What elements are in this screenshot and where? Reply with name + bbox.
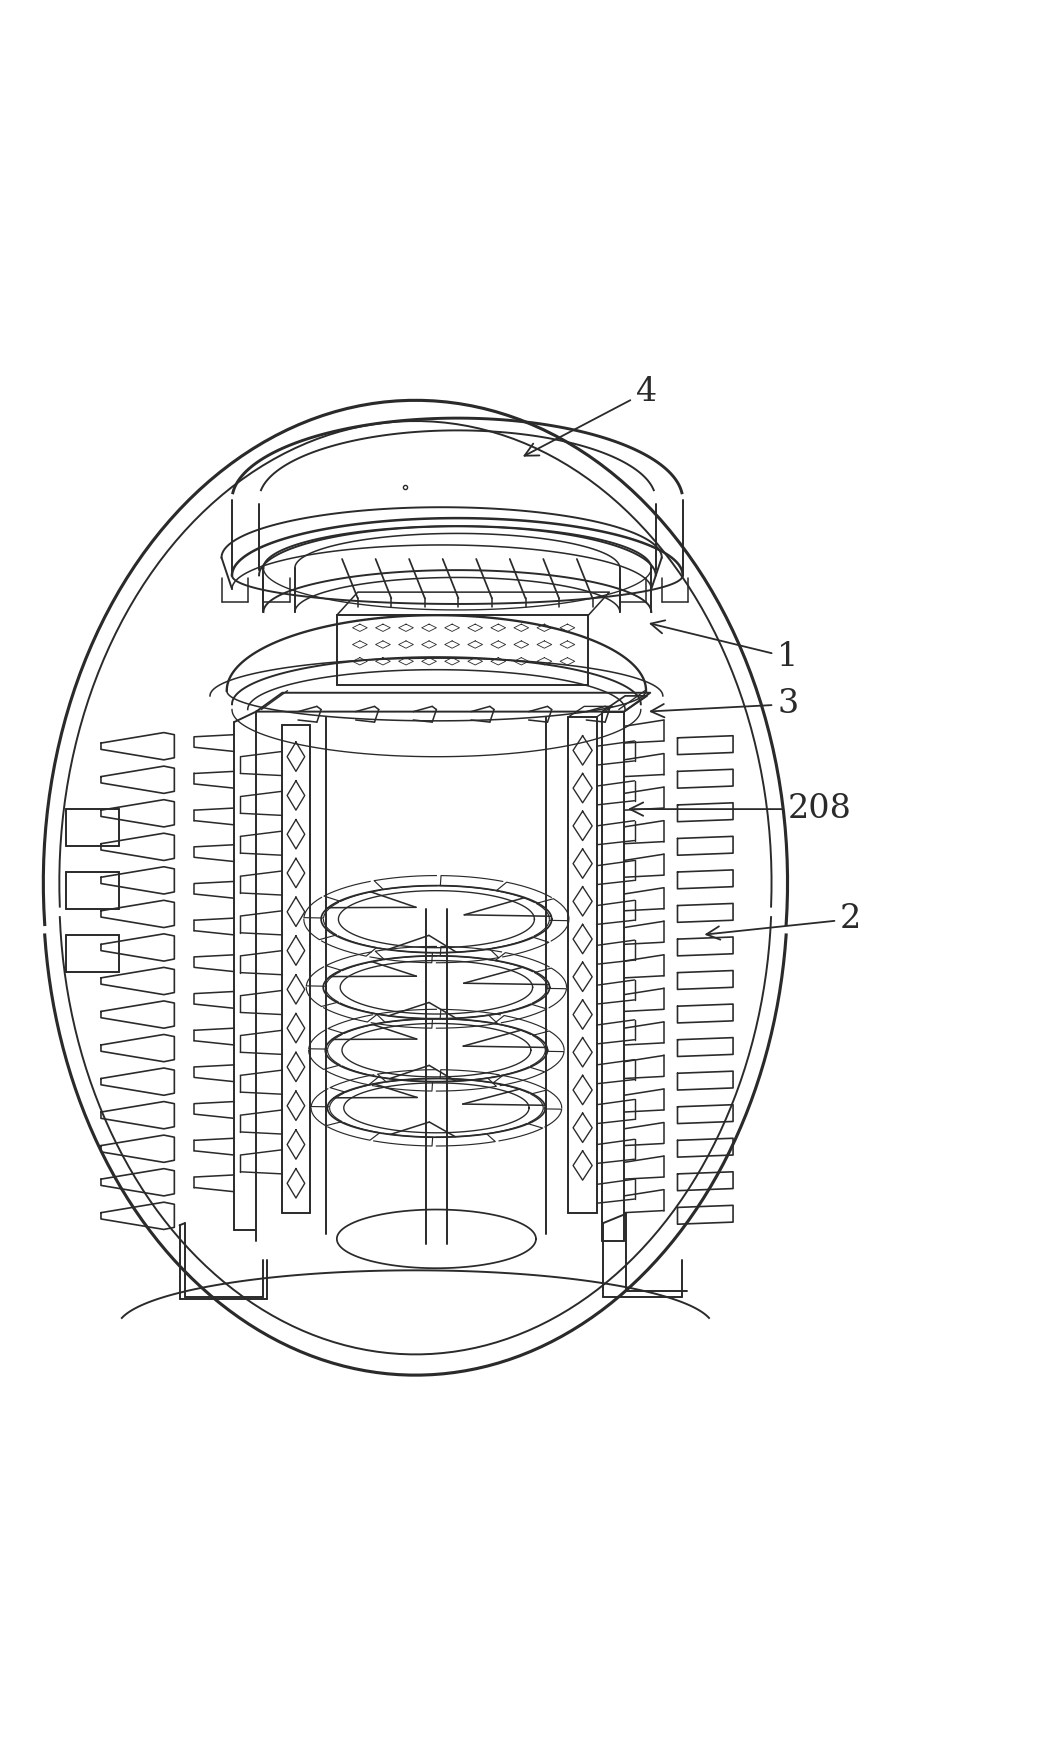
Text: 1: 1 — [651, 621, 799, 673]
Text: 208: 208 — [630, 794, 851, 825]
Text: 2: 2 — [706, 903, 861, 940]
Text: 3: 3 — [651, 689, 799, 720]
Text: 4: 4 — [524, 377, 657, 455]
